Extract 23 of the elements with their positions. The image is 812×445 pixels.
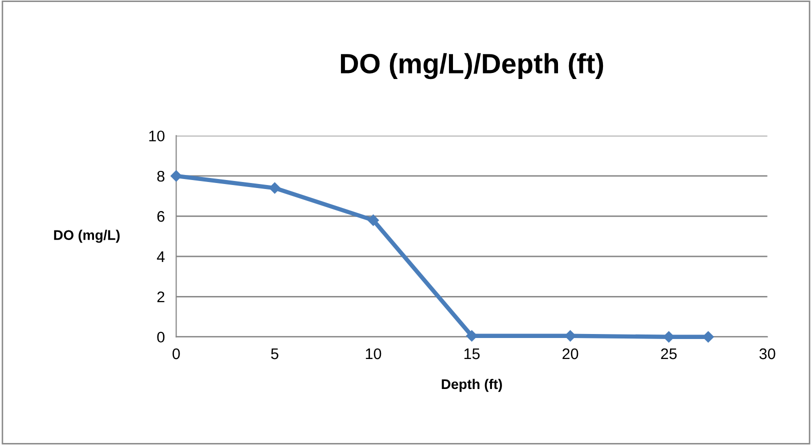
x-tick-label: 5	[271, 348, 278, 360]
y-tick-label: 4	[156, 251, 165, 262]
point	[663, 331, 674, 342]
point	[564, 330, 576, 342]
chart-title: DO (mg/L)/Depth (ft)	[340, 53, 604, 80]
point	[466, 330, 478, 342]
point	[269, 182, 280, 194]
x-tick-label: 25	[661, 348, 677, 360]
y-axis-title: DO (mg/L)	[54, 230, 120, 243]
x-tick-label: 30	[759, 348, 776, 360]
x-tick-label: 0	[172, 348, 180, 360]
point	[702, 331, 714, 342]
x-axis-title: Depth (ft)	[442, 378, 502, 392]
y-tick-label: 2	[157, 292, 164, 302]
x-tick-label: 15	[464, 348, 480, 360]
x-tick-label: 20	[562, 348, 578, 360]
point	[170, 170, 182, 182]
y-tick-label: 8	[157, 170, 164, 182]
y-tick-label: 10	[149, 130, 164, 142]
x-tick-label: 10	[366, 348, 382, 360]
point	[368, 214, 379, 226]
y-tick-label: 0	[157, 332, 164, 343]
y-tick-label: 6	[157, 211, 164, 222]
